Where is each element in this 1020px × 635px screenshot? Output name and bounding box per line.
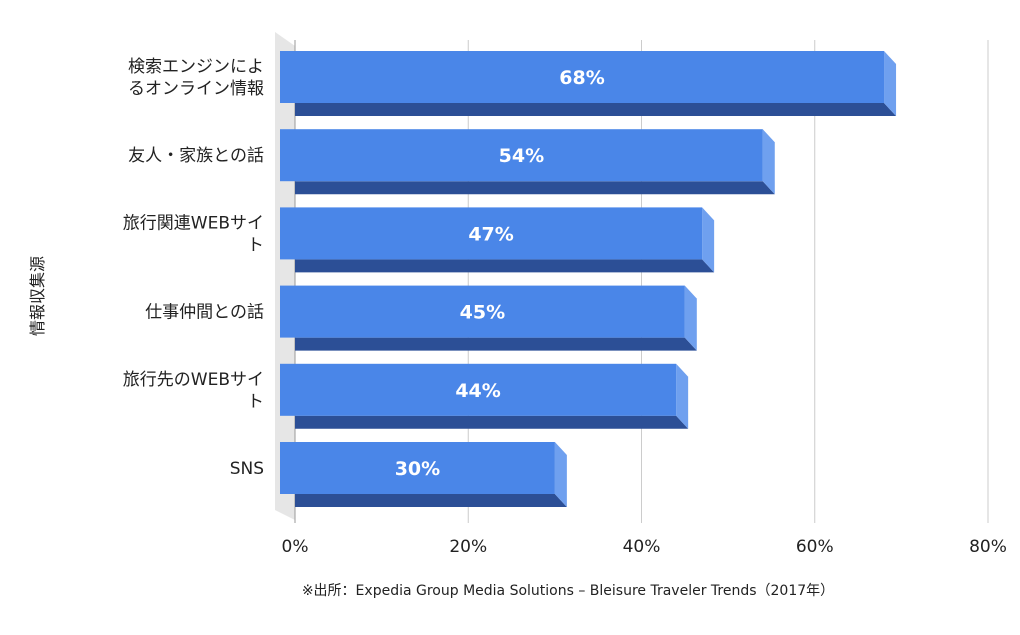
- bar-front-face: [280, 129, 763, 182]
- x-tick-label: 80%: [969, 537, 1007, 557]
- bar-side-face: [554, 442, 567, 507]
- bar-side-face: [702, 207, 715, 273]
- bar-value-label: 44%: [455, 380, 500, 402]
- category-label: 検索エンジンによるオンライン情報: [128, 57, 264, 99]
- x-tick-labels: 0% 20% 40% 60% 80%: [282, 537, 1007, 557]
- source-note: ※出所：Expedia Group Media Solutions – Blei…: [302, 583, 834, 599]
- bar-front-face: [280, 207, 703, 260]
- bar-value-label: 68%: [559, 67, 604, 89]
- bar-value-label: 45%: [460, 302, 505, 324]
- x-tick-label: 40%: [623, 537, 661, 557]
- bar-3: 45%: [280, 285, 697, 351]
- bar-1: 54%: [280, 129, 775, 195]
- bar-bottom-face: [295, 103, 897, 116]
- bar-2: 47%: [280, 207, 715, 273]
- bar-bottom-face: [295, 415, 689, 429]
- bar-bottom-face: [295, 337, 697, 351]
- bar-bottom-face: [295, 181, 775, 195]
- category-label: 旅行先のWEBサイト: [123, 370, 264, 412]
- category-labels: 検索エンジンによるオンライン情報友人・家族との話旅行関連WEBサイト仕事仲間との…: [123, 57, 264, 479]
- bar-front-face: [280, 51, 885, 103]
- bar-5: 30%: [280, 442, 567, 507]
- bar-side-face: [676, 363, 689, 429]
- x-tick-label: 0%: [282, 537, 309, 557]
- bar-side-face: [684, 285, 697, 351]
- bar-side-face: [762, 129, 775, 195]
- x-tick-label: 20%: [449, 537, 487, 557]
- bar-front-face: [280, 363, 677, 416]
- category-label: 旅行関連WEBサイト: [123, 213, 264, 255]
- bar-side-face: [884, 51, 897, 116]
- category-label: 仕事仲間との話: [145, 303, 264, 323]
- bar-front-face: [280, 442, 555, 494]
- y-axis-title: 情報収集源: [28, 256, 47, 336]
- x-tick-label: 60%: [796, 537, 834, 557]
- bar-4: 44%: [280, 363, 689, 429]
- category-label: 友人・家族との話: [128, 146, 264, 166]
- bar-value-label: 54%: [499, 145, 544, 167]
- category-label: SNS: [230, 459, 264, 479]
- bar-front-face: [280, 285, 685, 338]
- bar-bottom-face: [295, 494, 567, 507]
- bar-value-label: 30%: [395, 458, 440, 480]
- bar-0: 68%: [280, 51, 897, 116]
- bars: 68% 54% 47% 45% 44% 30%: [280, 51, 897, 507]
- bar-bottom-face: [295, 259, 715, 273]
- bar-value-label: 47%: [468, 223, 513, 245]
